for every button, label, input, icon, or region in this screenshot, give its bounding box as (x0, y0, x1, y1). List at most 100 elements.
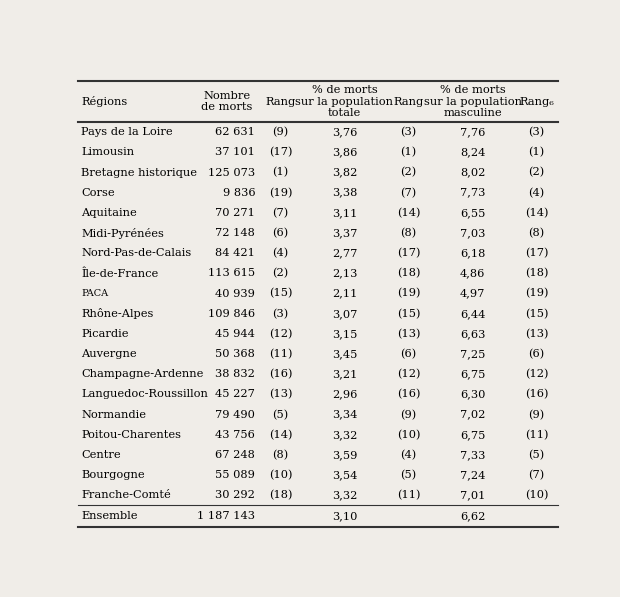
Text: 7,01: 7,01 (460, 490, 485, 500)
Text: (15): (15) (268, 288, 292, 298)
Text: (6): (6) (528, 349, 545, 359)
Text: (3): (3) (401, 127, 417, 137)
Text: Poitou-Charentes: Poitou-Charentes (81, 430, 181, 440)
Text: (13): (13) (525, 329, 549, 339)
Text: 3,21: 3,21 (332, 370, 357, 379)
Text: (2): (2) (528, 167, 545, 178)
Text: (15): (15) (397, 309, 420, 319)
Text: 84 421: 84 421 (215, 248, 255, 259)
Text: 45 944: 45 944 (215, 329, 255, 339)
Text: (4): (4) (401, 450, 417, 460)
Text: 7,24: 7,24 (460, 470, 485, 480)
Text: (12): (12) (268, 329, 292, 339)
Text: (10): (10) (268, 470, 292, 480)
Text: 113 615: 113 615 (208, 269, 255, 278)
Text: Rang: Rang (393, 97, 423, 107)
Text: (18): (18) (525, 268, 549, 279)
Text: (13): (13) (397, 329, 420, 339)
Text: 62 631: 62 631 (215, 127, 255, 137)
Text: 79 490: 79 490 (215, 410, 255, 420)
Text: 6,55: 6,55 (460, 208, 485, 218)
Text: (1): (1) (272, 167, 288, 178)
Text: 3,11: 3,11 (332, 208, 357, 218)
Text: 3,54: 3,54 (332, 470, 357, 480)
Text: 3,82: 3,82 (332, 168, 357, 177)
Text: 125 073: 125 073 (208, 168, 255, 177)
Text: Rang₆: Rang₆ (519, 97, 554, 107)
Text: 7,03: 7,03 (460, 228, 485, 238)
Text: (16): (16) (525, 389, 549, 399)
Text: (19): (19) (397, 288, 420, 298)
Text: Aquitaine: Aquitaine (81, 208, 137, 218)
Text: 9 836: 9 836 (223, 187, 255, 198)
Text: (7): (7) (272, 208, 288, 218)
Text: 3,15: 3,15 (332, 329, 357, 339)
Text: 6,75: 6,75 (460, 430, 485, 440)
Text: (7): (7) (528, 470, 545, 480)
Text: Pays de la Loire: Pays de la Loire (81, 127, 173, 137)
Text: Languedoc-Roussillon: Languedoc-Roussillon (81, 389, 208, 399)
Text: (13): (13) (268, 389, 292, 399)
Text: 7,73: 7,73 (460, 187, 485, 198)
Text: 3,07: 3,07 (332, 309, 357, 319)
Text: (4): (4) (272, 248, 288, 259)
Text: (6): (6) (401, 349, 417, 359)
Text: 55 089: 55 089 (215, 470, 255, 480)
Text: 2,96: 2,96 (332, 389, 357, 399)
Text: (19): (19) (525, 288, 549, 298)
Text: (18): (18) (268, 490, 292, 500)
Text: 2,13: 2,13 (332, 269, 357, 278)
Text: (17): (17) (525, 248, 549, 259)
Text: Bourgogne: Bourgogne (81, 470, 145, 480)
Text: Régions: Régions (81, 96, 128, 107)
Text: 6,62: 6,62 (460, 511, 485, 521)
Text: (9): (9) (528, 410, 545, 420)
Text: (16): (16) (268, 369, 292, 380)
Text: Picardie: Picardie (81, 329, 129, 339)
Text: (18): (18) (397, 268, 420, 279)
Text: (1): (1) (528, 147, 545, 158)
Text: (5): (5) (528, 450, 545, 460)
Text: 1 187 143: 1 187 143 (197, 511, 255, 521)
Text: 45 227: 45 227 (215, 389, 255, 399)
Text: (15): (15) (525, 309, 549, 319)
Text: (12): (12) (525, 369, 549, 380)
Text: 40 939: 40 939 (215, 288, 255, 298)
Text: (8): (8) (272, 450, 288, 460)
Text: 3,37: 3,37 (332, 228, 357, 238)
Text: 6,63: 6,63 (460, 329, 485, 339)
Text: (2): (2) (272, 268, 288, 279)
Text: Île-de-France: Île-de-France (81, 268, 159, 279)
Text: (6): (6) (272, 228, 288, 238)
Text: 70 271: 70 271 (215, 208, 255, 218)
Text: (5): (5) (401, 470, 417, 480)
Text: (10): (10) (525, 490, 549, 500)
Text: 43 756: 43 756 (215, 430, 255, 440)
Text: Bretagne historique: Bretagne historique (81, 168, 197, 177)
Text: 6,75: 6,75 (460, 370, 485, 379)
Text: 2,11: 2,11 (332, 288, 357, 298)
Text: PACA: PACA (81, 289, 108, 298)
Text: Normandie: Normandie (81, 410, 146, 420)
Text: 4,97: 4,97 (460, 288, 485, 298)
Text: (1): (1) (401, 147, 417, 158)
Text: Nord-Pas-de-Calais: Nord-Pas-de-Calais (81, 248, 192, 259)
Text: (7): (7) (401, 187, 417, 198)
Text: Midi-Pyrénées: Midi-Pyrénées (81, 227, 164, 239)
Text: 109 846: 109 846 (208, 309, 255, 319)
Text: 3,76: 3,76 (332, 127, 357, 137)
Text: 72 148: 72 148 (215, 228, 255, 238)
Text: 3,59: 3,59 (332, 450, 357, 460)
Text: Ensemble: Ensemble (81, 511, 138, 521)
Text: 38 832: 38 832 (215, 370, 255, 379)
Text: (8): (8) (528, 228, 545, 238)
Text: (5): (5) (272, 410, 288, 420)
Text: 6,44: 6,44 (460, 309, 485, 319)
Text: 67 248: 67 248 (215, 450, 255, 460)
Text: 7,33: 7,33 (460, 450, 485, 460)
Text: 7,76: 7,76 (460, 127, 485, 137)
Text: (11): (11) (397, 490, 420, 500)
Text: (19): (19) (268, 187, 292, 198)
Text: (11): (11) (525, 430, 549, 440)
Text: 37 101: 37 101 (215, 147, 255, 158)
